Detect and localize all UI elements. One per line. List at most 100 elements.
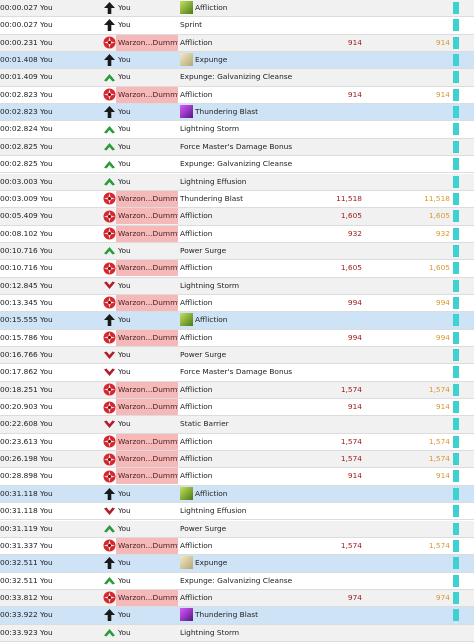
source-name: You (40, 488, 53, 498)
table-row[interactable]: 00:01.409 You You Expunge: Galvanizing Clea… (0, 69, 474, 87)
table-row[interactable]: 00:02.823 You You Thundering Blast (0, 104, 474, 122)
table-row[interactable]: 00:02.823 You Warzon...Dummy Affliction 914 9… (0, 86, 474, 105)
ability-name: Affliction (180, 37, 213, 47)
amount-value: 914 (347, 37, 362, 47)
target-name: You (118, 315, 131, 325)
affliction-icon (180, 1, 193, 14)
table-row[interactable]: 00:00.027 You You Affliction (0, 0, 474, 18)
table-row[interactable]: 00:05.409 You Warzon...Dummy Affliction 1,60… (0, 208, 474, 226)
table-row[interactable]: 00:31.337 You Warzon...Dummy Affliction 1,57… (0, 537, 474, 556)
heal-chevron-icon (102, 139, 116, 155)
timestamp: 00:02.825 (0, 159, 38, 169)
ability-name: Affliction (195, 488, 228, 498)
table-row[interactable]: 00:10.716 You Warzon...Dummy Affliction 1,60… (0, 260, 474, 278)
table-row[interactable]: 00:33.812 You Warzon...Dummy Affliction 974 9… (0, 589, 474, 608)
table-row[interactable]: 00:17.862 You You Force Master's Damage Bon… (0, 364, 474, 382)
ability-name: Affliction (180, 228, 213, 238)
timestamp: 00:31.118 (0, 488, 38, 498)
target-name: Warzon...Dummy (116, 329, 178, 346)
affliction-icon (180, 486, 193, 500)
source-name: You (40, 141, 53, 151)
table-row[interactable]: 00:02.825 You You Expunge: Galvanizing Clea… (0, 156, 474, 174)
row-indicator-bar (453, 366, 459, 379)
target-name: You (118, 141, 131, 151)
row-indicator-bar (453, 106, 459, 119)
table-row[interactable]: 00:02.825 You You Force Master's Damage Bon… (0, 138, 474, 157)
effective-value: 994 (435, 297, 450, 307)
target-name: You (118, 20, 131, 30)
table-row[interactable]: 00:26.198 You Warzon...Dummy Affliction 1,57… (0, 451, 474, 469)
target-name: Warzon...Dummy (116, 208, 178, 225)
ability-name: Affliction (180, 89, 213, 99)
timestamp: 00:02.824 (0, 124, 38, 134)
table-row[interactable]: 00:00.027 You You Sprint (0, 17, 474, 35)
table-row[interactable]: 00:31.118 You You Lightning Effusion (0, 503, 474, 521)
table-row[interactable]: 00:31.119 You You Power Surge (0, 520, 474, 538)
table-row[interactable]: 00:01.408 You You Expunge (0, 52, 474, 70)
table-row[interactable]: 00:12.845 You You Lightning Storm (0, 277, 474, 295)
timestamp: 00:12.845 (0, 280, 38, 290)
row-indicator-bar (453, 2, 459, 14)
table-row[interactable]: 00:13.345 You Warzon...Dummy Affliction 994 9… (0, 294, 474, 313)
source-name: You (40, 454, 53, 464)
timestamp: 00:32.511 (0, 558, 38, 568)
row-indicator-bar (453, 349, 459, 361)
row-indicator-bar (453, 314, 459, 327)
heal-chevron-icon (102, 573, 116, 589)
target-name: Warzon...Dummy (116, 294, 178, 311)
source-name: You (40, 245, 53, 255)
amount-value: 1,605 (340, 263, 362, 273)
table-row[interactable]: 00:20.903 You Warzon...Dummy Affliction 914 9… (0, 399, 474, 417)
table-row[interactable]: 00:10.716 You You Power Surge (0, 242, 474, 261)
row-indicator-bar (453, 88, 459, 101)
thundering-blast-icon (180, 608, 193, 622)
arrow-up-icon (102, 104, 116, 120)
ability-name: Affliction (195, 3, 228, 12)
target-name: You (118, 610, 131, 620)
table-row[interactable]: 00:00.231 You Warzon...Dummy Affliction 914 9… (0, 34, 474, 53)
table-row[interactable]: 00:28.898 You Warzon...Dummy Affliction 914 9… (0, 468, 474, 486)
table-row[interactable]: 00:18.251 You Warzon...Dummy Affliction 1,57… (0, 381, 474, 400)
timestamp: 00:28.898 (0, 471, 38, 481)
timestamp: 00:10.716 (0, 245, 38, 255)
row-indicator-bar (453, 591, 459, 604)
table-row[interactable]: 00:22.608 You You Static Barrier (0, 416, 474, 434)
effective-value: 11,518 (424, 193, 450, 203)
effective-value: 932 (435, 228, 450, 238)
table-row[interactable]: 00:03.009 You Warzon...Dummy Thundering Bla… (0, 190, 474, 209)
table-row[interactable]: 00:15.786 You Warzon...Dummy Affliction 994 9… (0, 329, 474, 347)
table-row[interactable]: 00:32.511 You You Expunge: Galvanizing Clea… (0, 572, 474, 590)
table-row[interactable]: 00:31.118 You You Affliction (0, 485, 474, 504)
source-name: You (40, 367, 53, 377)
source-name: You (40, 89, 53, 99)
source-name: You (40, 72, 53, 82)
table-row[interactable]: 00:23.613 You Warzon...Dummy Affliction 1,57… (0, 433, 474, 452)
amount-value: 932 (347, 228, 362, 238)
ability-name: Affliction (195, 315, 228, 325)
target-name: You (118, 575, 131, 585)
table-row[interactable]: 00:16.766 You You Power Surge (0, 347, 474, 365)
table-row[interactable]: 00:33.923 You You Lightning Storm (0, 624, 474, 642)
table-row[interactable]: 00:32.511 You You Expunge (0, 555, 474, 573)
row-indicator-bar (453, 453, 459, 466)
table-row[interactable]: 00:15.555 You You Affliction (0, 312, 474, 330)
row-indicator-bar (453, 175, 459, 188)
arrow-up-icon (102, 607, 116, 623)
table-row[interactable]: 00:02.824 You You Lightning Storm (0, 121, 474, 139)
timestamp: 00:00.027 (0, 20, 38, 30)
table-row[interactable]: 00:03.003 You You Lightning Effusion (0, 173, 474, 191)
row-indicator-bar (453, 418, 459, 431)
target-name: Warzon...Dummy (116, 225, 178, 242)
table-row[interactable]: 00:08.102 You Warzon...Dummy Affliction 932 9… (0, 225, 474, 243)
effective-value: 914 (435, 89, 450, 99)
timestamp: 00:17.862 (0, 367, 38, 377)
table-row[interactable]: 00:33.922 You You Thundering Blast (0, 607, 474, 625)
effective-value: 1,574 (428, 436, 450, 446)
arrow-up-icon (102, 52, 116, 68)
ability-name: Sprint (180, 20, 203, 30)
target-name: You (118, 107, 131, 117)
source-name: You (40, 107, 53, 117)
row-indicator-bar (453, 435, 459, 448)
source-name: You (40, 263, 53, 273)
target-name: You (118, 419, 131, 429)
